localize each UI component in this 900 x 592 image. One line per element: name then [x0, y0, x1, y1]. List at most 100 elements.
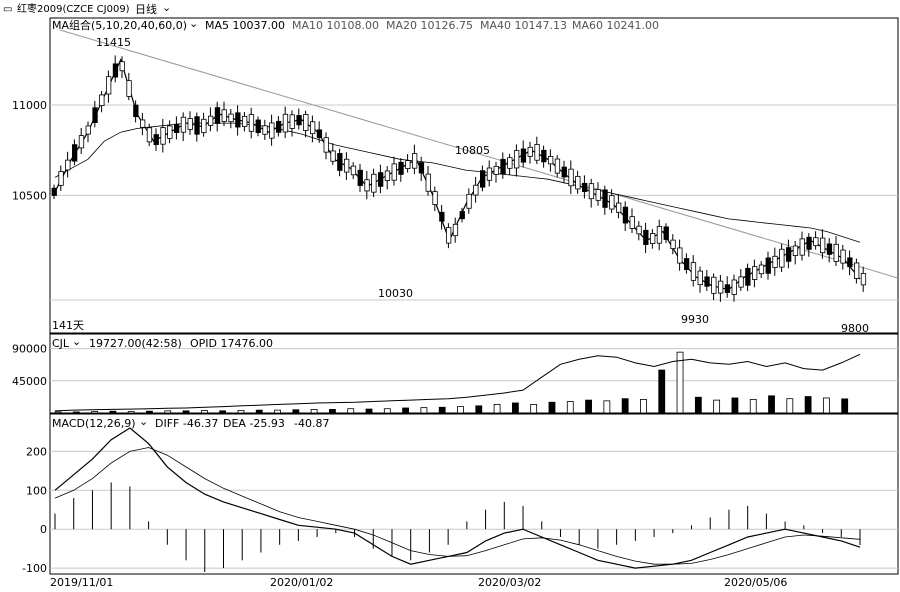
x-axis-date-label: 2020/05/06: [724, 576, 787, 589]
volume-y-tick-label: 45000: [12, 375, 47, 388]
candle-body: [78, 135, 85, 149]
candle-body: [636, 225, 642, 235]
candle-body: [643, 229, 649, 245]
candle-body: [405, 160, 411, 169]
macd-indicator-label[interactable]: MACD(12,26,9): [52, 417, 136, 430]
price-panel-frame: [49, 17, 899, 334]
volume-bar: [219, 410, 227, 414]
volume-bar: [694, 396, 702, 414]
candle-body: [377, 172, 384, 187]
period-chevron-down-icon[interactable]: ⌄: [162, 1, 172, 14]
cjl-indicator-label[interactable]: CJL: [52, 337, 70, 350]
volume-bar: [127, 411, 135, 414]
candle-body: [548, 156, 554, 165]
candle-body: [711, 276, 717, 294]
macd-y-tick-label: 100: [26, 484, 47, 497]
annotation-low2: 9930: [681, 313, 709, 326]
macd-panel-frame: [49, 413, 899, 575]
opid-line: [54, 353, 861, 412]
candle-body: [316, 129, 323, 139]
candle-body: [704, 276, 710, 287]
ma-series-line: [54, 58, 861, 291]
ma-indicator-label[interactable]: MA组合(5,10,20,40,60,0): [52, 19, 188, 32]
candle-body: [779, 248, 785, 268]
candle-body: [146, 127, 153, 143]
ma20-value: MA20 10126.75: [386, 19, 473, 32]
volume-bar: [511, 402, 519, 414]
candle-body: [826, 243, 833, 255]
candle-body: [323, 137, 329, 153]
candle-body: [296, 115, 302, 126]
candle-body: [167, 125, 173, 139]
candle-body: [207, 115, 214, 126]
candle-body: [65, 159, 71, 171]
volume-bar: [585, 399, 592, 414]
candle-body: [718, 280, 724, 294]
candle-body: [153, 134, 159, 145]
candle-body: [139, 119, 146, 128]
candle-body: [228, 113, 234, 123]
candle-body: [527, 146, 533, 157]
candle-body: [343, 158, 350, 173]
candle-body: [160, 127, 166, 145]
volume-y-tick-label: 90000: [12, 343, 47, 356]
candle-body: [534, 144, 540, 161]
candle-body: [677, 247, 683, 264]
candle-body: [582, 182, 588, 193]
period-label[interactable]: 日线: [135, 3, 157, 16]
candle-body: [411, 153, 418, 169]
volume-bar: [658, 369, 666, 414]
candle-body: [520, 148, 527, 163]
candle-body: [119, 61, 125, 72]
candle-body: [391, 163, 397, 181]
candle-body: [330, 150, 336, 162]
volume-bar: [237, 410, 245, 414]
dea-line: [54, 447, 861, 565]
volume-bar: [347, 408, 355, 414]
candle-body: [85, 125, 91, 135]
candle-body: [51, 187, 57, 196]
volume-bar: [475, 405, 483, 414]
candle-body: [616, 202, 622, 213]
ma-chevron-down-icon[interactable]: ⌄: [189, 17, 199, 30]
candle-body: [588, 183, 595, 200]
cjl-values: 19727.00(42:58): [89, 337, 182, 350]
ma40-value: MA40 10147.13: [480, 19, 567, 32]
candle-body: [840, 249, 846, 264]
annotation-low3: 9800: [841, 322, 869, 335]
candle-body: [303, 114, 309, 131]
candle-body: [738, 276, 744, 288]
macd-y-tick-label: -100: [22, 562, 47, 575]
candle-body: [663, 226, 669, 240]
instrument-label[interactable]: 红枣2009(CZCE CJ009): [17, 4, 130, 15]
diff-value: DIFF -46.37: [155, 417, 219, 430]
volume-bar: [676, 351, 684, 414]
volume-bar: [621, 398, 629, 414]
volume-bar: [182, 410, 190, 414]
candle-body: [765, 257, 771, 274]
candle-body: [541, 149, 547, 163]
candle-body: [398, 161, 404, 175]
candle-body: [289, 114, 295, 129]
volume-bar: [72, 411, 80, 414]
diff-line: [54, 427, 861, 569]
candle-body: [418, 162, 425, 174]
macd-chevron-down-icon[interactable]: ⌄: [139, 415, 149, 428]
candle-body: [847, 257, 853, 268]
instrument-icon[interactable]: ▭: [3, 4, 13, 15]
candle-body: [500, 158, 506, 175]
cjl-chevron-down-icon[interactable]: ⌄: [72, 335, 82, 348]
volume-bar: [566, 401, 574, 414]
candle-body: [432, 191, 438, 206]
candle-body: [758, 264, 765, 275]
candle-body: [595, 189, 601, 201]
candle-body: [241, 115, 248, 127]
volume-bar: [255, 409, 263, 414]
volume-bar: [749, 398, 757, 414]
volume-bar: [548, 401, 556, 414]
volume-bar: [438, 406, 446, 414]
candle-body: [514, 150, 520, 169]
candle-body: [602, 189, 608, 208]
candle-body: [806, 236, 812, 250]
candle-body: [622, 206, 629, 224]
